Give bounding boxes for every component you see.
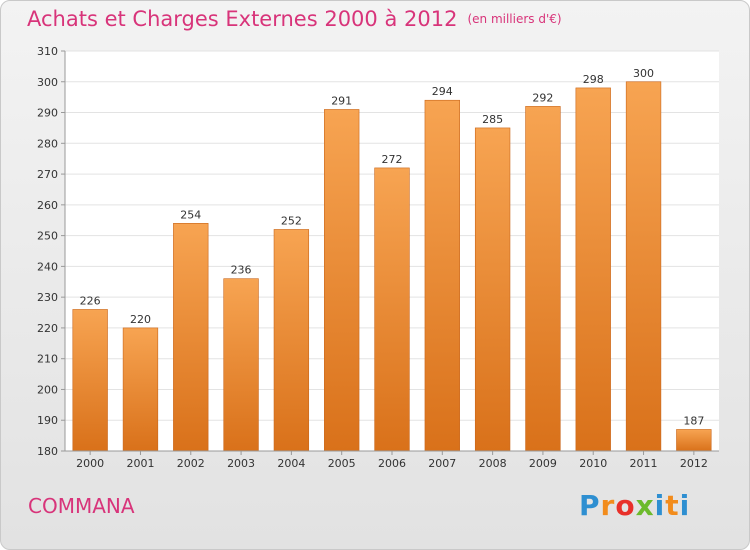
x-tick-label: 2005 — [328, 457, 356, 470]
logo-letter: i — [679, 489, 691, 522]
x-tick-label: 2000 — [76, 457, 104, 470]
x-tick-label: 2010 — [579, 457, 607, 470]
y-tick-label: 210 — [37, 353, 58, 366]
bar-2006 — [374, 167, 410, 452]
y-tick-label: 260 — [37, 199, 58, 212]
bar-2004 — [273, 229, 310, 452]
x-tick-label: 2006 — [378, 457, 406, 470]
logo-letter: t — [665, 489, 680, 522]
value-label-2001: 220 — [130, 313, 151, 326]
value-label-2012: 187 — [683, 414, 704, 427]
chart-title: Achats et Charges Externes 2000 à 2012 (e… — [27, 7, 562, 31]
x-tick-label: 2001 — [126, 457, 154, 470]
proxiti-logo: Proxiti — [579, 489, 690, 522]
value-label-2003: 236 — [231, 264, 252, 277]
value-label-2008: 285 — [482, 113, 503, 126]
x-tick-label: 2002 — [177, 457, 205, 470]
y-tick-label: 270 — [37, 168, 58, 181]
bar-2010 — [575, 87, 611, 452]
axes: 180 190 200 210 220 230 240 250 260 270 280 290 300 3… — [37, 45, 719, 470]
value-label-2005: 291 — [331, 94, 352, 107]
value-label-2000: 226 — [80, 294, 101, 307]
bar-2009 — [525, 106, 561, 452]
x-tick-label: 2011 — [630, 457, 658, 470]
bar-2008 — [474, 127, 511, 452]
bar-2000 — [72, 309, 108, 452]
logo-letter: i — [654, 489, 666, 522]
bar-2002 — [173, 223, 209, 452]
logo-letter: r — [600, 489, 616, 522]
x-tick-label: 2009 — [529, 457, 557, 470]
value-labels: 226 220 254 236 252 291 272 294 285 292 298 300 187 — [80, 67, 705, 428]
chart-title-text: Achats et Charges Externes 2000 à 2012 — [27, 7, 458, 31]
logo-letter: P — [579, 489, 601, 522]
y-tick-label: 290 — [37, 107, 58, 120]
bar-2011 — [625, 81, 662, 452]
bar-2001 — [122, 327, 159, 452]
value-label-2011: 300 — [633, 67, 654, 80]
value-label-2010: 298 — [583, 73, 604, 86]
chart-unit: (en milliers d'€) — [467, 12, 562, 26]
y-tick-label: 250 — [37, 230, 58, 243]
x-tick-label: 2008 — [479, 457, 507, 470]
y-tick-label: 180 — [37, 445, 58, 458]
y-tick-label: 200 — [37, 383, 58, 396]
value-label-2009: 292 — [532, 91, 553, 104]
y-tick-label: 220 — [37, 322, 58, 335]
logo-letter: x — [635, 489, 655, 522]
bar-2005 — [324, 109, 360, 452]
x-tick-label: 2004 — [277, 457, 305, 470]
value-label-2006: 272 — [382, 153, 403, 166]
x-tick-label: 2003 — [227, 457, 255, 470]
value-label-2002: 254 — [180, 208, 201, 221]
logo-letter: o — [615, 489, 636, 522]
y-tick-label: 300 — [37, 76, 58, 89]
commune-name: COMMANA — [28, 494, 135, 518]
y-tick-label: 280 — [37, 137, 58, 150]
y-tick-label: 230 — [37, 291, 58, 304]
bar-2007 — [424, 99, 460, 452]
x-tick-label: 2007 — [428, 457, 456, 470]
value-label-2007: 294 — [432, 85, 453, 98]
value-label-2004: 252 — [281, 214, 302, 227]
bar-2012 — [676, 429, 712, 452]
y-tick-label: 190 — [37, 414, 58, 427]
x-tick-label: 2012 — [680, 457, 708, 470]
y-tick-label: 240 — [37, 260, 58, 273]
y-tick-label: 310 — [37, 45, 58, 58]
bars — [72, 81, 712, 452]
bar-2003 — [223, 278, 259, 452]
